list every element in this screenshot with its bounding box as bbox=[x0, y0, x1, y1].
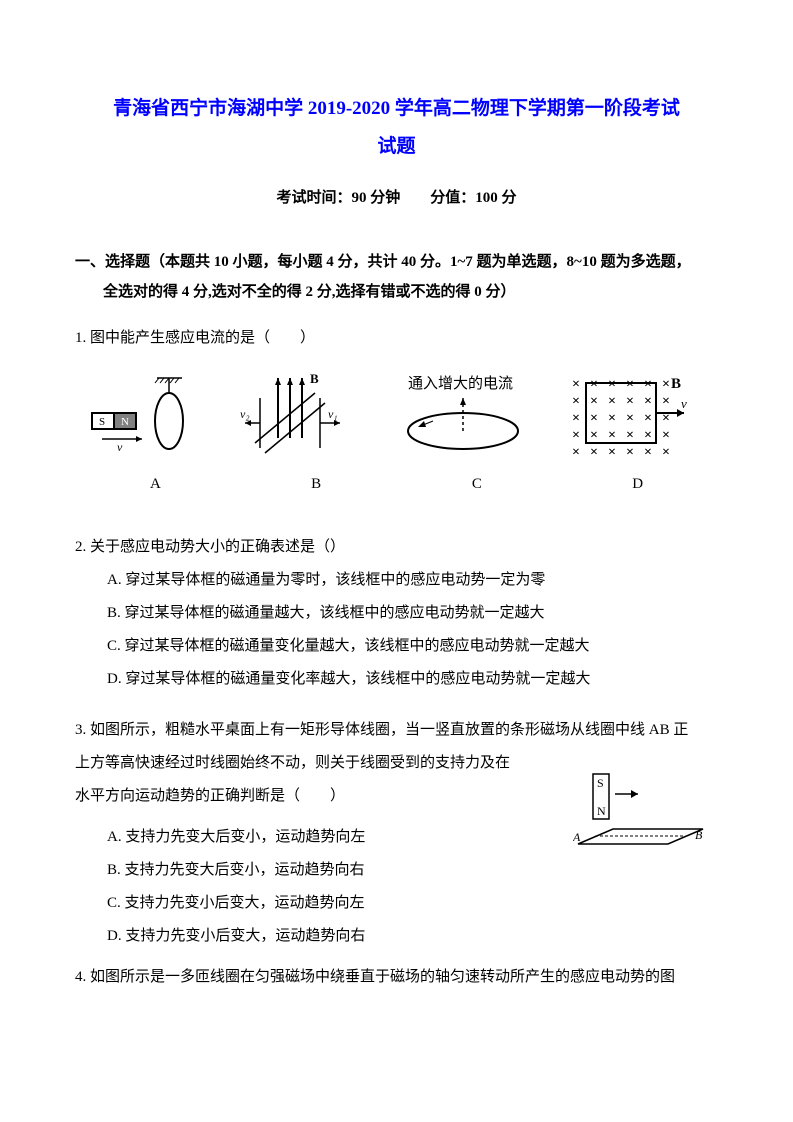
svg-text:×: × bbox=[644, 411, 652, 426]
svg-text:×: × bbox=[572, 394, 580, 409]
svg-text:×: × bbox=[590, 428, 598, 443]
svg-text:×: × bbox=[590, 445, 598, 458]
q1-diagram-b: B v₂ v₁ bbox=[230, 373, 360, 458]
title-line-2: 试题 bbox=[75, 128, 718, 166]
svg-text:×: × bbox=[608, 428, 616, 443]
svg-text:通入增大的电流: 通入增大的电流 bbox=[408, 375, 513, 392]
question-2: 2. 关于感应电动势大小的正确表述是（） A. 穿过某导体框的磁通量为零时，该线… bbox=[75, 531, 718, 696]
exam-title: 青海省西宁市海湖中学 2019-2020 学年高二物理下学期第一阶段考试 试题 bbox=[75, 90, 718, 166]
svg-text:v: v bbox=[117, 440, 123, 454]
q2-text: 2. 关于感应电动势大小的正确表述是（） bbox=[75, 531, 718, 564]
svg-text:×: × bbox=[662, 377, 670, 392]
svg-text:×: × bbox=[626, 445, 634, 458]
q1-label-b: B bbox=[241, 468, 391, 501]
svg-text:×: × bbox=[626, 377, 634, 392]
svg-text:×: × bbox=[572, 377, 580, 392]
title-line-1: 青海省西宁市海湖中学 2019-2020 学年高二物理下学期第一阶段考试 bbox=[75, 90, 718, 128]
q1-diagram-c: 通入增大的电流 bbox=[383, 373, 543, 458]
svg-text:×: × bbox=[608, 394, 616, 409]
svg-text:A: A bbox=[573, 830, 581, 844]
section-1-header: 一、选择题（本题共 10 小题，每小题 4 分，共计 40 分。1~7 题为单选… bbox=[75, 247, 718, 307]
svg-text:S: S bbox=[597, 776, 604, 790]
svg-text:v₂: v₂ bbox=[240, 407, 250, 421]
q1-labels: A B C D bbox=[75, 468, 718, 501]
svg-text:×: × bbox=[644, 445, 652, 458]
svg-text:×: × bbox=[608, 411, 616, 426]
section-header-l1: 一、选择题（本题共 10 小题，每小题 4 分，共计 40 分。1~7 题为单选… bbox=[75, 247, 718, 277]
svg-text:×: × bbox=[626, 411, 634, 426]
q1-diagram-a: S N v bbox=[87, 373, 207, 458]
q1-diagrams: S N v B v₂ v₁ 通 bbox=[75, 370, 718, 460]
q1-diagram-d: ×××××× ×××××× ×××××× ×××××× ×××××× B v bbox=[566, 373, 706, 458]
svg-text:×: × bbox=[662, 428, 670, 443]
svg-text:B: B bbox=[310, 373, 319, 386]
q3-opt-d: D. 支持力先变小后变大，运动趋势向右 bbox=[107, 920, 718, 953]
q3-text-l1: 3. 如图所示，粗糙水平桌面上有一矩形导体线圈，当一竖直放置的条形磁场从线圈中线… bbox=[75, 714, 718, 747]
svg-text:×: × bbox=[572, 445, 580, 458]
svg-text:×: × bbox=[572, 428, 580, 443]
svg-text:S: S bbox=[99, 416, 105, 428]
q2-opt-b: B. 穿过某导体框的磁通量越大，该线框中的感应电动势就一定越大 bbox=[107, 597, 718, 630]
svg-text:×: × bbox=[608, 445, 616, 458]
q3-opt-c: C. 支持力先变小后变大，运动趋势向左 bbox=[107, 887, 718, 920]
svg-text:×: × bbox=[572, 411, 580, 426]
svg-text:v₁: v₁ bbox=[328, 407, 338, 421]
svg-text:×: × bbox=[626, 428, 634, 443]
question-4: 4. 如图所示是一多匝线圈在匀强磁场中绕垂直于磁场的轴匀速转动所产生的感应电动势… bbox=[75, 961, 718, 994]
svg-text:N: N bbox=[121, 416, 129, 428]
question-1: 1. 图中能产生感应电流的是（ ） S N v bbox=[75, 322, 718, 501]
q4-text: 4. 如图所示是一多匝线圈在匀强磁场中绕垂直于磁场的轴匀速转动所产生的感应电动势… bbox=[75, 961, 718, 994]
svg-text:B: B bbox=[695, 828, 703, 842]
exam-info: 考试时间：90 分钟 分值：100 分 bbox=[75, 186, 718, 207]
q2-options: A. 穿过某导体框的磁通量为零时，该线框中的感应电动势一定为零 B. 穿过某导体… bbox=[75, 564, 718, 696]
svg-text:B: B bbox=[671, 376, 681, 392]
q1-label-d: D bbox=[563, 468, 713, 501]
svg-text:v: v bbox=[681, 396, 687, 411]
svg-text:×: × bbox=[644, 394, 652, 409]
q3-diagram: S N A B bbox=[573, 769, 708, 864]
svg-text:N: N bbox=[597, 804, 606, 818]
svg-text:×: × bbox=[608, 377, 616, 392]
question-3: 3. 如图所示，粗糙水平桌面上有一矩形导体线圈，当一竖直放置的条形磁场从线圈中线… bbox=[75, 714, 718, 953]
q2-opt-a: A. 穿过某导体框的磁通量为零时，该线框中的感应电动势一定为零 bbox=[107, 564, 718, 597]
svg-text:×: × bbox=[590, 411, 598, 426]
q1-label-c: C bbox=[402, 468, 552, 501]
q2-opt-c: C. 穿过某导体框的磁通量变化量越大，该线框中的感应电动势就一定越大 bbox=[107, 630, 718, 663]
q2-opt-d: D. 穿过某导体框的磁通量变化率越大，该线框中的感应电动势就一定越大 bbox=[107, 663, 718, 696]
svg-text:×: × bbox=[644, 428, 652, 443]
svg-text:×: × bbox=[590, 394, 598, 409]
section-header-l2: 全选对的得 4 分,选对不全的得 2 分,选择有错或不选的得 0 分） bbox=[75, 277, 718, 307]
svg-text:×: × bbox=[644, 377, 652, 392]
q1-label-a: A bbox=[80, 468, 230, 501]
svg-text:×: × bbox=[626, 394, 634, 409]
q1-text: 1. 图中能产生感应电流的是（ ） bbox=[75, 322, 718, 355]
svg-text:×: × bbox=[662, 445, 670, 458]
svg-text:×: × bbox=[662, 394, 670, 409]
svg-text:×: × bbox=[590, 377, 598, 392]
